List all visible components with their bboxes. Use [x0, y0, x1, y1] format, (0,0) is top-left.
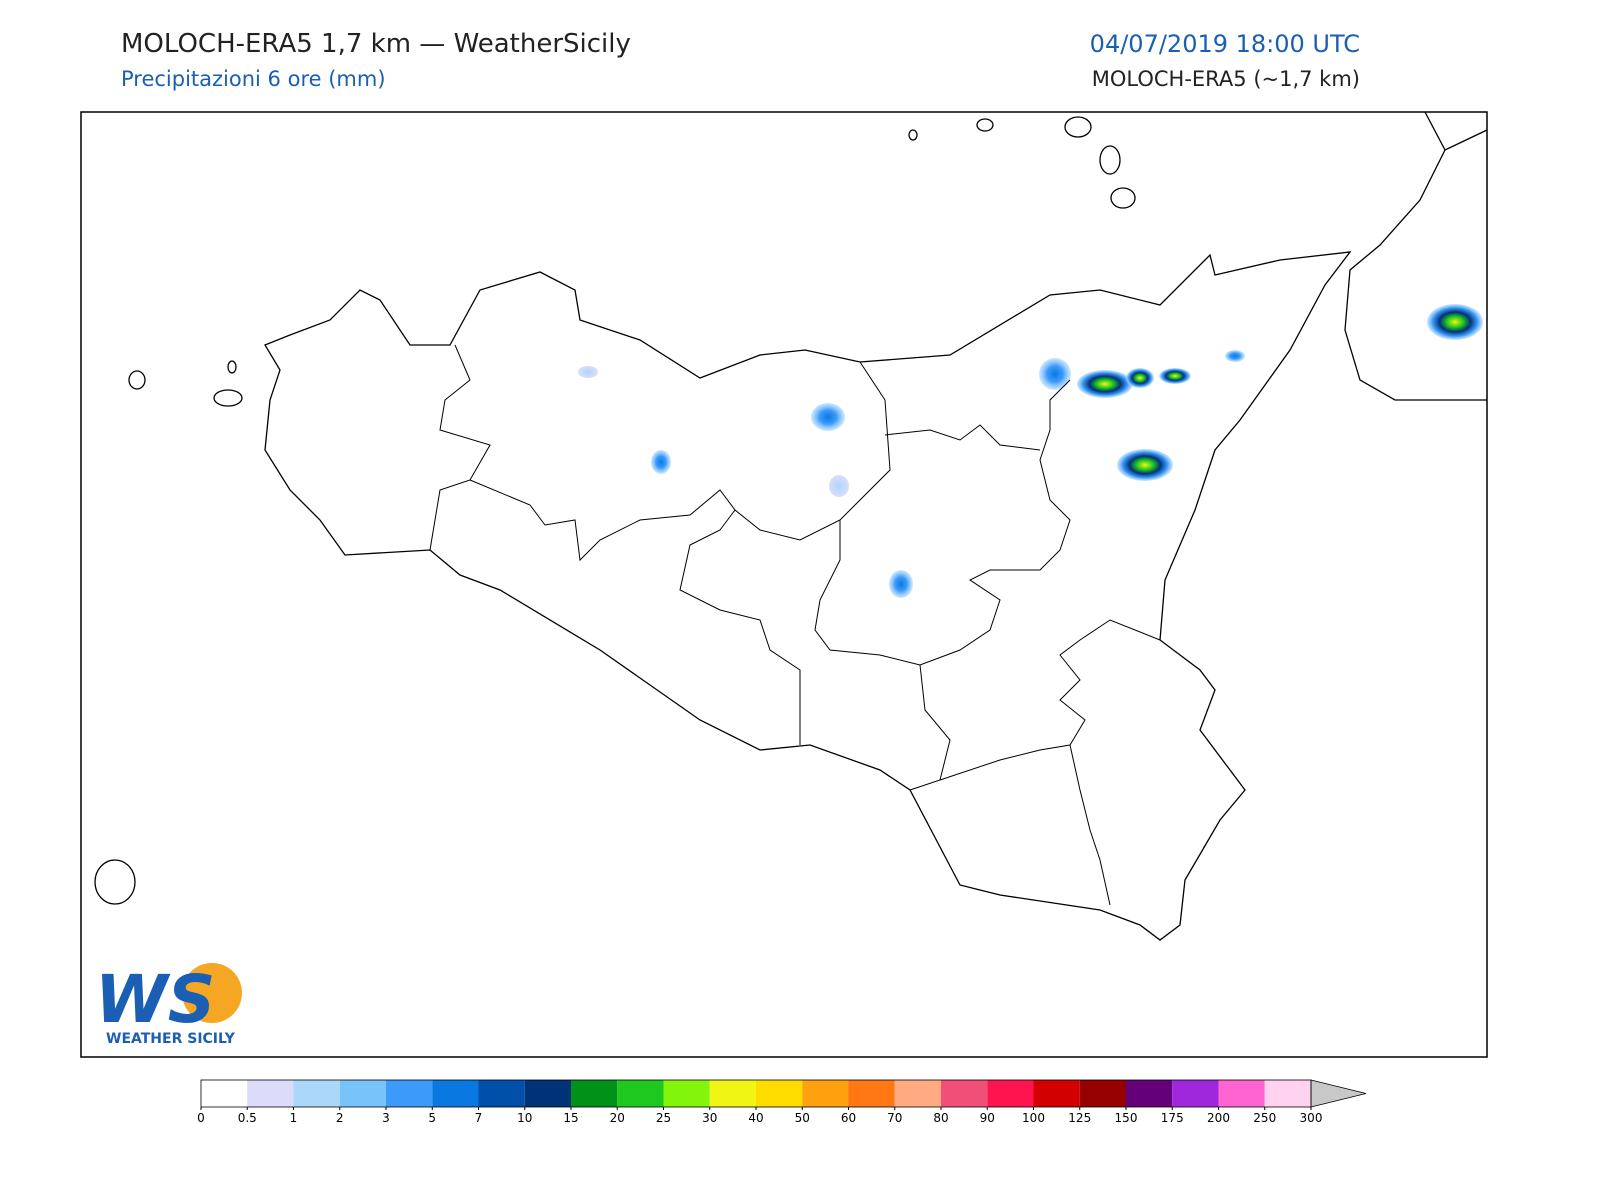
colorbar-segment [432, 1080, 479, 1107]
colorbar-segment [293, 1080, 340, 1107]
colorbar-tick-label: 40 [748, 1111, 763, 1125]
colorbar-segment [386, 1080, 433, 1107]
colorbar-segment [802, 1080, 849, 1107]
date: 04/07/2019 18:00 UTC [1090, 30, 1360, 58]
colorbar-segment [201, 1080, 248, 1107]
colorbar-tick-label: 10 [517, 1111, 532, 1125]
colorbar-tick-label: 50 [795, 1111, 810, 1125]
map-frame [80, 111, 1488, 1058]
province-borders [429, 344, 1161, 906]
colorbar-extension [1310, 1079, 1367, 1108]
colorbar-tick-label: 2 [336, 1111, 344, 1125]
colorbar-segment [247, 1080, 294, 1107]
precipitation [578, 304, 1483, 598]
colorbar-segment [571, 1080, 618, 1107]
logo: WS WEATHER SICILY [95, 961, 242, 1047]
colorbar-segment [1126, 1080, 1173, 1107]
colorbar-segment [756, 1080, 803, 1107]
colorbar-tick-label: 1 [290, 1111, 298, 1125]
rain-area [651, 450, 671, 474]
colorbar-segment [709, 1080, 756, 1107]
rain-area [1225, 350, 1245, 362]
colorbar-tick-label: 15 [563, 1111, 578, 1125]
rain-area [1126, 368, 1154, 388]
colorbar-segment [894, 1080, 941, 1107]
rain-area [1039, 358, 1071, 390]
logo-initials: WS [95, 961, 215, 1038]
colorbar-segment [848, 1080, 895, 1107]
rain-area [1117, 449, 1173, 481]
colorbar-tick-label: 300 [1300, 1111, 1323, 1125]
colorbar-tick-label: 80 [933, 1111, 948, 1125]
colorbar-tick-label: 20 [610, 1111, 625, 1125]
colorbar-tick-label: 3 [382, 1111, 390, 1125]
colorbar-tick-label: 125 [1068, 1111, 1091, 1125]
colorbar-segment [524, 1080, 571, 1107]
colorbar-segment [941, 1080, 988, 1107]
colorbar-tick-label: 200 [1207, 1111, 1230, 1125]
colorbar-segment [478, 1080, 525, 1107]
colorbar-tick-label: 175 [1161, 1111, 1184, 1125]
colorbar-tick-label: 25 [656, 1111, 671, 1125]
rain-area [1077, 370, 1133, 398]
rain-area [811, 403, 845, 431]
logo-sun [182, 963, 242, 1023]
colorbar-segment [1033, 1080, 1080, 1107]
colorbar-segment [339, 1080, 386, 1107]
colorbar-tick-label: 150 [1115, 1111, 1138, 1125]
colorbar-segment [987, 1080, 1034, 1107]
colorbar-segment [1264, 1080, 1311, 1107]
colorbar-tick-label: 0 [197, 1111, 205, 1125]
colorbar-segment [617, 1080, 664, 1107]
colorbar-tick-label: 5 [428, 1111, 436, 1125]
colorbar-tick-label: 90 [980, 1111, 995, 1125]
colorbar-tick-label: 0.5 [238, 1111, 257, 1125]
title: MOLOCH-ERA5 1,7 km — WeatherSicily [121, 29, 631, 59]
rain-area [829, 475, 849, 497]
coastline [94, 111, 1488, 941]
colorbar-tick-label: 70 [887, 1111, 902, 1125]
colorbar-tick-label: 30 [702, 1111, 717, 1125]
subtitle: Precipitazioni 6 ore (mm) [121, 67, 386, 91]
model-label: MOLOCH-ERA5 (~1,7 km) [1092, 67, 1360, 91]
rain-area [1427, 304, 1483, 340]
colorbar-tick-label: 250 [1253, 1111, 1276, 1125]
rain-area [578, 366, 598, 378]
colorbar-segment [663, 1080, 710, 1107]
colorbar-tick-label: 7 [475, 1111, 483, 1125]
colorbar-tick-label: 60 [841, 1111, 856, 1125]
colorbar-segment [1218, 1080, 1265, 1107]
logo-name: WEATHER SICILY [106, 1031, 236, 1047]
rain-area [889, 570, 913, 598]
colorbar-segment [1172, 1080, 1219, 1107]
colorbar-tick-label: 100 [1022, 1111, 1045, 1125]
rain-area [1159, 368, 1191, 384]
colorbar: 0 0.5 1 2 3 5 7 10 15 20 25 30 40 50 60 70 80 90 100 125 150… [197, 1079, 1367, 1125]
colorbar-segment [1079, 1080, 1126, 1107]
